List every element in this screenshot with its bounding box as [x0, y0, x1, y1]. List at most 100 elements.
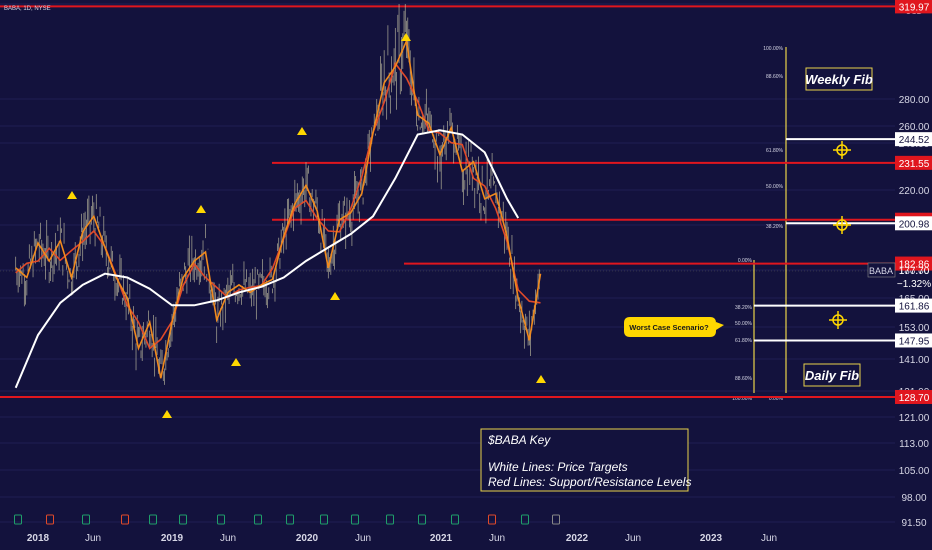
key-white-lines: White Lines: Price Targets	[488, 460, 628, 474]
earnings-marker	[46, 514, 54, 525]
daily-fib-label: 0.00%	[738, 258, 753, 264]
swing-marker-triangle	[231, 358, 241, 366]
x-tick-label: Jun	[625, 533, 641, 544]
target-icon	[833, 216, 851, 234]
worst-case-callout	[624, 317, 724, 337]
x-tick-label: 2023	[700, 533, 723, 544]
x-tick-label: Jun	[220, 533, 236, 544]
x-axis: 2018 Jun 2019 Jun 2020 Jun 2021 Jun 2022 Jun 2023 J…	[14, 514, 777, 544]
earnings-marker	[82, 514, 90, 525]
ema-mid-line	[15, 38, 542, 379]
weekly-fib-label: 38.20%	[766, 224, 784, 230]
x-tick-label: 2018	[27, 533, 50, 544]
earnings-marker	[286, 514, 294, 525]
earnings-marker	[351, 514, 359, 525]
symbol-info: BABA, 1D, NYSE	[4, 6, 51, 12]
key-legend-box	[480, 428, 689, 492]
weekly-fib-label: 88.60%	[766, 74, 784, 80]
swing-marker-triangle	[330, 292, 340, 300]
weekly-fib-label: 61.80%	[766, 148, 784, 154]
x-tick-label: Jun	[355, 533, 371, 544]
y-tick-label: 113.00	[899, 439, 929, 450]
y-tick-label: 98.00	[901, 493, 926, 504]
earnings-marker	[521, 514, 529, 525]
red-level-tag-bg	[895, 0, 932, 14]
white-target-tag-bg	[895, 333, 932, 348]
ma-long-line	[14, 129, 520, 389]
y-tick-label: 105.00	[899, 466, 930, 477]
y-tick-label: 153.00	[899, 323, 930, 334]
earnings-marker	[121, 514, 129, 525]
last-price: 177.70	[899, 266, 930, 277]
earnings-marker	[14, 514, 22, 525]
weekly-fib-title: Weekly Fib	[805, 72, 873, 87]
swing-marker-triangle	[162, 410, 172, 418]
earnings-marker	[488, 514, 496, 525]
daily-fib-label: 50.00%	[735, 321, 753, 327]
grid	[0, 3, 895, 523]
earnings-marker	[254, 514, 262, 525]
weekly-fib-label: 0.00%	[769, 396, 784, 402]
last-change: −1.32%	[897, 279, 931, 290]
red-level-tag: 182.86	[899, 260, 930, 271]
level-lines	[0, 5, 895, 398]
red-level-tag: 231.55	[899, 159, 930, 170]
white-target-tag-bg	[895, 132, 932, 147]
swing-markers	[67, 33, 546, 418]
y-tick-label: 280.00	[899, 95, 930, 106]
y-tick-label: 91.50	[901, 518, 926, 529]
daily-fib-label: 100.00%	[732, 396, 752, 402]
x-tick-label: Jun	[489, 533, 505, 544]
daily-fib-label: 61.80%	[735, 338, 753, 344]
x-tick-label: 2019	[161, 533, 184, 544]
weekly-fib-label: 100.00%	[763, 46, 783, 52]
white-target-tag: 200.98	[899, 219, 930, 230]
last-symbol-bg	[867, 262, 896, 278]
target-icon	[833, 141, 851, 159]
red-level-tag-bg	[895, 155, 932, 170]
y-tick-label: 141.00	[899, 355, 930, 366]
x-tick-label: 2021	[430, 533, 453, 544]
last-symbol: BABA	[869, 266, 893, 276]
daily-fib-label: 88.60%	[735, 376, 753, 382]
x-tick-label: Jun	[761, 533, 777, 544]
swing-marker-triangle	[536, 375, 546, 383]
white-target-tag-bg	[895, 216, 932, 231]
earnings-marker	[149, 514, 157, 525]
target-icon	[829, 311, 847, 329]
white-target-tag: 161.86	[899, 302, 930, 313]
weekly-fib-title-box	[805, 67, 873, 91]
earnings-marker	[552, 514, 560, 525]
red-level-tag-bg	[895, 389, 932, 404]
daily-fib-title: Daily Fib	[805, 368, 859, 383]
white-target-tag-bg	[895, 298, 932, 313]
y-tick-label: 121.00	[899, 413, 930, 424]
y-tick-label: 260.00	[899, 122, 930, 133]
annotations: Weekly Fib Daily Fib Worst Case Scenario? $…	[480, 67, 873, 492]
earnings-marker	[418, 514, 426, 525]
swing-marker-triangle	[196, 205, 206, 213]
y-axis: 321.00USD280.00260.00240.00220.00200.001…	[867, 0, 932, 550]
y-tick-label: 220.00	[899, 186, 930, 197]
red-level-tag: 319.97	[899, 2, 930, 13]
earnings-marker	[217, 514, 225, 525]
red-level-tag: 128.70	[899, 393, 930, 404]
earnings-marker	[386, 514, 394, 525]
white-target-tag: 244.52	[899, 135, 930, 146]
earnings-marker	[451, 514, 459, 525]
key-red-lines: Red Lines: Support/Resistance Levels	[488, 475, 691, 489]
x-tick-label: Jun	[85, 533, 101, 544]
x-tick-label: 2020	[296, 533, 319, 544]
daily-fib-label: 38.20%	[735, 305, 753, 311]
swing-marker-triangle	[297, 127, 307, 135]
y-axis-panel	[895, 0, 932, 550]
white-target-tag: 147.95	[899, 336, 930, 347]
worst-case-label: Worst Case Scenario?	[629, 323, 709, 332]
swing-marker-triangle	[67, 191, 77, 199]
y-tick-label: 180.00	[899, 266, 930, 277]
x-tick-label: 2022	[566, 533, 589, 544]
swing-marker-triangle	[401, 33, 411, 41]
red-level-tag-bg	[895, 256, 932, 271]
